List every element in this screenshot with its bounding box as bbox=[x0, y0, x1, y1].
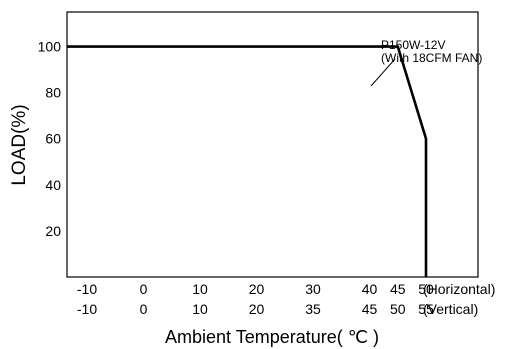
x-tick-label-vertical: 0 bbox=[140, 301, 148, 317]
plot-frame bbox=[66, 11, 479, 278]
x-tick-label-horizontal: 45 bbox=[390, 281, 406, 297]
y-tick-label: 100 bbox=[38, 39, 62, 55]
x-tick-label-vertical: 20 bbox=[249, 301, 265, 317]
x-tick-label-horizontal: 10 bbox=[192, 281, 208, 297]
y-axis-label: LOAD(%) bbox=[9, 104, 30, 185]
x-tick-label-vertical: 10 bbox=[192, 301, 208, 317]
x-tick-label-horizontal: 0 bbox=[140, 281, 148, 297]
y-tick-label: 40 bbox=[45, 177, 61, 193]
x-tick-label-horizontal: 30 bbox=[305, 281, 321, 297]
x-tick-label-vertical: 50 bbox=[390, 301, 406, 317]
y-tick-label: 80 bbox=[45, 85, 61, 101]
x-tick-label-vertical: 55 bbox=[418, 301, 434, 317]
x-tick-label-horizontal: 50 bbox=[418, 281, 434, 297]
horizontal-label: (Horizontal) bbox=[423, 281, 495, 297]
x-tick-label-vertical: 45 bbox=[362, 301, 378, 317]
y-tick-label: 60 bbox=[45, 131, 61, 147]
x-ticks: -10 -10 0 0 10 10 20 20 30 35 40 45 45 50 50 55 bbox=[77, 281, 434, 317]
annotation-pointer bbox=[370, 58, 396, 87]
y-ticks: 20 40 60 80 100 bbox=[38, 39, 62, 239]
x-tick-label-horizontal: 40 bbox=[362, 281, 378, 297]
annotation-line-2: (With 18CFM FAN) bbox=[381, 51, 482, 65]
x-tick-label-horizontal: 20 bbox=[249, 281, 265, 297]
x-axis-label: Ambient Temperature( ℃ ) bbox=[165, 327, 379, 347]
x-tick-label-horizontal: -10 bbox=[77, 281, 97, 297]
x-tick-label-vertical: 35 bbox=[305, 301, 321, 317]
annotation-line-1: P150W-12V bbox=[381, 38, 445, 52]
x-tick-label-vertical: -10 bbox=[77, 301, 97, 317]
y-tick-label: 20 bbox=[45, 223, 61, 239]
vertical-label: (Vertical) bbox=[423, 301, 478, 317]
series-line-p150w-12v bbox=[67, 45, 428, 277]
